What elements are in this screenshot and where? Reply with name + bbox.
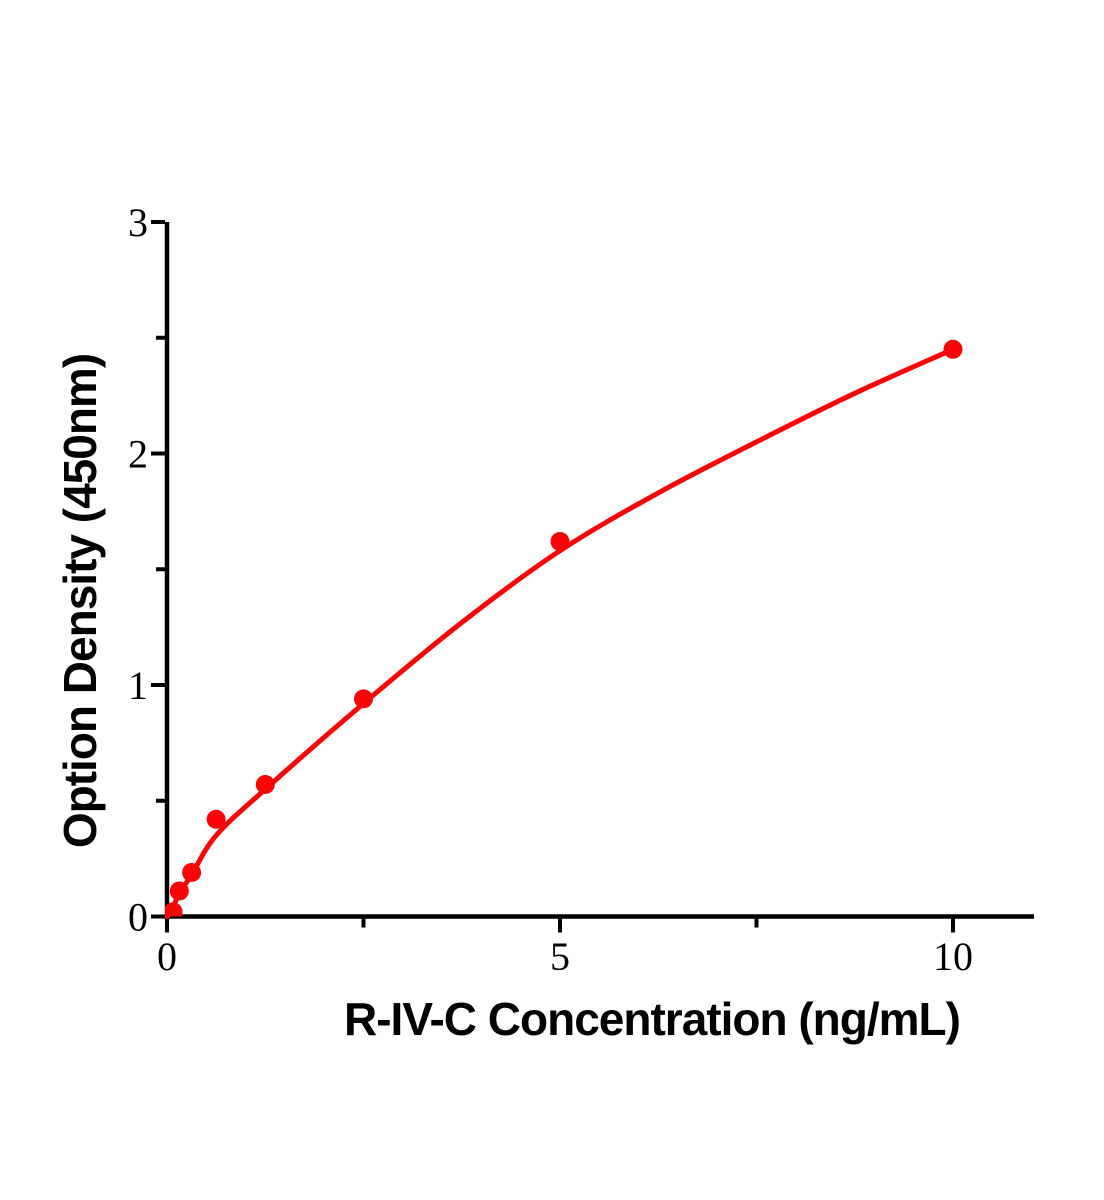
y-tick-label: 2 xyxy=(128,432,148,477)
x-tick-label: 10 xyxy=(933,934,973,979)
data-point-marker xyxy=(354,689,373,709)
y-tick-label: 1 xyxy=(128,663,148,708)
data-point-marker xyxy=(255,775,275,794)
y-tick-label: 3 xyxy=(128,200,148,245)
data-point-marker xyxy=(206,809,226,829)
data-point-marker xyxy=(182,863,202,882)
data-point-marker xyxy=(165,902,183,917)
data-point-markers xyxy=(165,339,963,917)
x-tick-label: 5 xyxy=(550,934,570,979)
data-point-marker xyxy=(550,532,570,551)
data-point-marker xyxy=(169,881,189,901)
data-point-marker xyxy=(943,339,963,359)
x-axis-title: R-IV-C Concentration (ng/mL) xyxy=(344,993,961,1045)
x-tick-label: 0 xyxy=(157,934,177,979)
fit-curve-line xyxy=(164,346,956,919)
y-tick-label: 0 xyxy=(128,895,148,940)
y-axis-title: Option Density (450nm) xyxy=(54,353,106,849)
